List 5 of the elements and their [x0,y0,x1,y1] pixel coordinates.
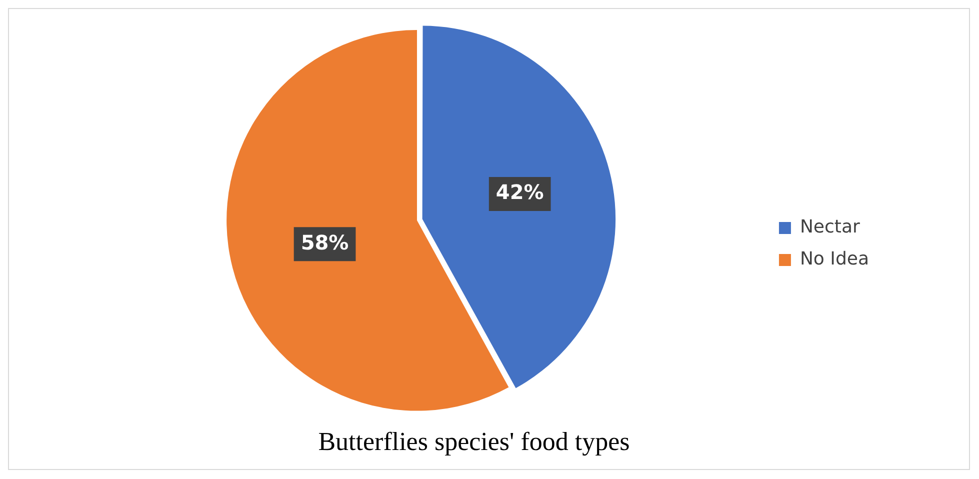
data-label: 42% [496,180,544,204]
text: Butterflies species' food types [318,427,630,456]
legend-label: Nectar [800,216,860,238]
legend-label: No Idea [800,248,870,270]
data-label: 58% [300,230,349,254]
